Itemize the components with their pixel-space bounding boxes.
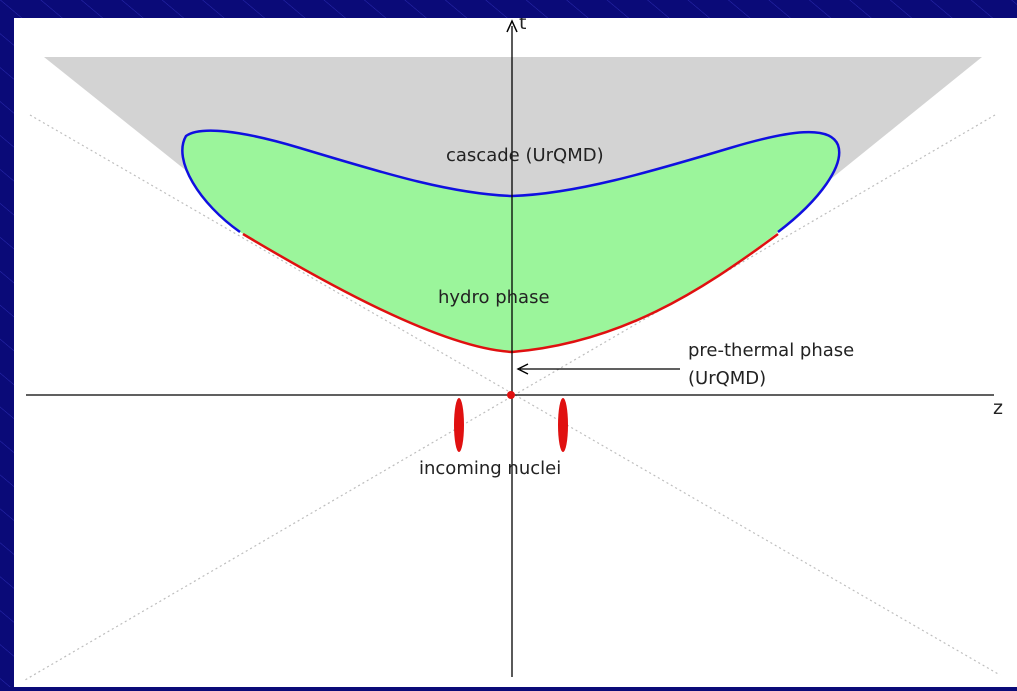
spacetime-diagram: t z cascade (UrQMD) hydro phase pre-ther… (24, 12, 1003, 681)
diagram-panel: t z cascade (UrQMD) hydro phase pre-ther… (14, 12, 1017, 687)
t-axis-arrowhead (506, 19, 518, 33)
hydro-phase-label: hydro phase (438, 287, 550, 308)
cascade-label: cascade (UrQMD) (446, 145, 604, 166)
t-axis-label: t (519, 18, 526, 34)
prethermal-arrowhead (516, 363, 529, 375)
prethermal-label-line2: (UrQMD) (688, 368, 766, 389)
cascade-region (44, 57, 982, 322)
prethermal-label-line1: pre-thermal phase (688, 340, 854, 361)
nucleus-right (558, 398, 568, 452)
z-axis-label: z (993, 397, 1003, 419)
nucleus-left (454, 398, 464, 452)
hydro-region (182, 130, 840, 352)
collision-point-marker (507, 391, 515, 399)
incoming-nuclei-label: incoming nuclei (419, 458, 561, 479)
